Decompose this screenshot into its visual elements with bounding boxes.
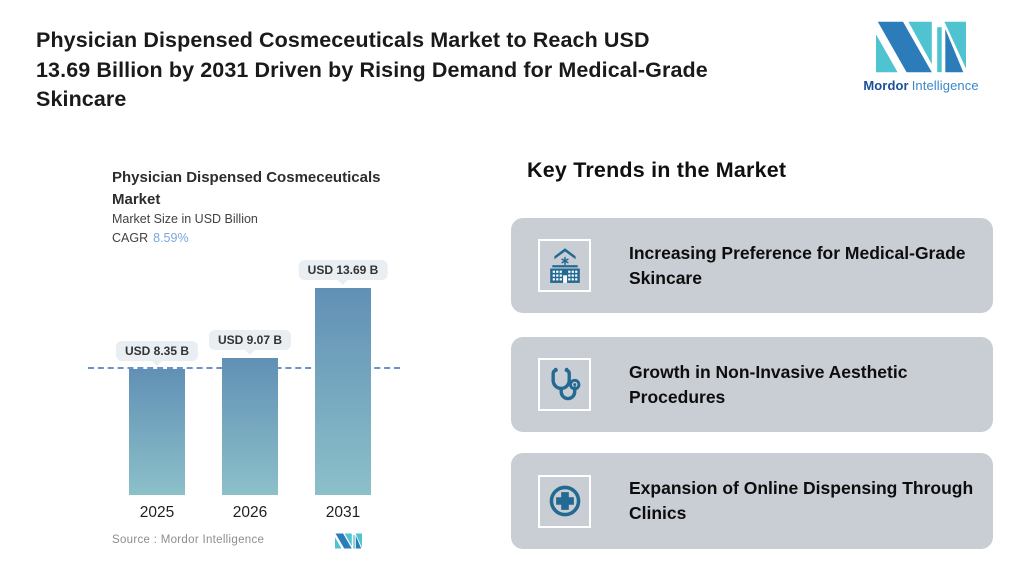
trends-heading: Key Trends in the Market — [527, 158, 787, 182]
bar-value-label: USD 8.35 B — [115, 341, 199, 361]
chart-subtitle: Market Size in USD Billion — [112, 212, 258, 226]
brand-name-bold: Mordor — [863, 78, 909, 93]
trend-icon-box — [538, 239, 591, 292]
page-title-line: Physician Dispensed Cosmeceuticals Marke… — [36, 28, 650, 52]
stethoscope-icon — [550, 367, 580, 400]
bar-2025 — [129, 369, 185, 495]
chart-title-line: Market — [112, 190, 161, 208]
bar-value-callout: USD 9.07 B — [208, 330, 292, 355]
bar-value-callout: USD 8.35 B — [115, 341, 199, 366]
bar-group-2025: USD 8.35 B 2025 — [115, 255, 199, 521]
medical-cross-circle-icon — [549, 485, 580, 517]
trend-card-online-dispensing: Expansion of Online Dispensing Through C… — [511, 453, 993, 549]
bar-value-label: USD 13.69 B — [298, 260, 388, 280]
callout-pointer-icon — [244, 349, 256, 355]
bar-group-2031: USD 13.69 B 2031 — [298, 255, 388, 521]
trend-card-medical-grade-skincare: Increasing Preference for Medical-Grade … — [511, 218, 993, 313]
chart-cagr: CAGR 8.59% — [112, 231, 189, 245]
cagr-label: CAGR — [112, 231, 149, 245]
bar-2031 — [315, 288, 371, 495]
page-title: Physician Dispensed Cosmeceuticals Marke… — [36, 26, 836, 115]
page-title-line: 13.69 Billion by 2031 Driven by Rising D… — [36, 57, 708, 82]
brand-wordmark: Mordor Intelligence — [856, 78, 986, 93]
bar-value-label: USD 9.07 B — [208, 330, 292, 350]
trend-label: Expansion of Online Dispensing Through C… — [629, 478, 974, 523]
x-axis-label: 2025 — [139, 504, 175, 521]
trend-label: Growth in Non-Invasive Aesthetic Procedu… — [629, 361, 908, 407]
source-note: Source : Mordor Intelligence — [112, 534, 265, 546]
hospital-icon — [549, 247, 580, 283]
trend-label: Increasing Preference for Medical-Grade … — [629, 242, 966, 288]
trend-card-aesthetic-procedures: Growth in Non-Invasive Aesthetic Procedu… — [511, 337, 993, 432]
bar-2026 — [222, 358, 278, 495]
mordor-intelligence-logo-icon — [876, 21, 966, 73]
callout-pointer-icon — [151, 360, 163, 366]
x-axis-label: 2031 — [325, 504, 361, 521]
bar-group-2026: USD 9.07 B 2026 — [208, 255, 292, 521]
callout-pointer-icon — [336, 279, 349, 285]
trend-icon-box — [538, 358, 591, 411]
chart-title-line: Physician Dispensed Cosmeceuticals — [112, 169, 381, 186]
cagr-value: 8.59% — [153, 231, 189, 245]
chart-title: Physician Dispensed Cosmeceuticals Marke… — [112, 167, 380, 210]
brand-name-light: Intelligence — [911, 78, 979, 93]
trend-icon-box — [538, 474, 591, 528]
bar-chart-plot: USD 8.35 B 2025 USD 9.07 B 2026 USD 13.6… — [88, 255, 400, 521]
bar-value-callout: USD 13.69 B — [298, 260, 388, 285]
mordor-logo-mini-icon — [335, 533, 362, 549]
brand-logo: Mordor Intelligence — [856, 20, 986, 93]
page-title-line: Skincare — [36, 87, 127, 111]
x-axis-label: 2026 — [232, 504, 268, 521]
